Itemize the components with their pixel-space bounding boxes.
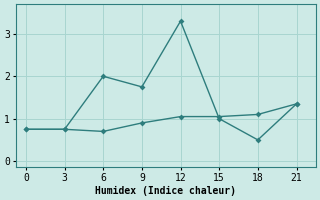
X-axis label: Humidex (Indice chaleur): Humidex (Indice chaleur) bbox=[95, 186, 236, 196]
